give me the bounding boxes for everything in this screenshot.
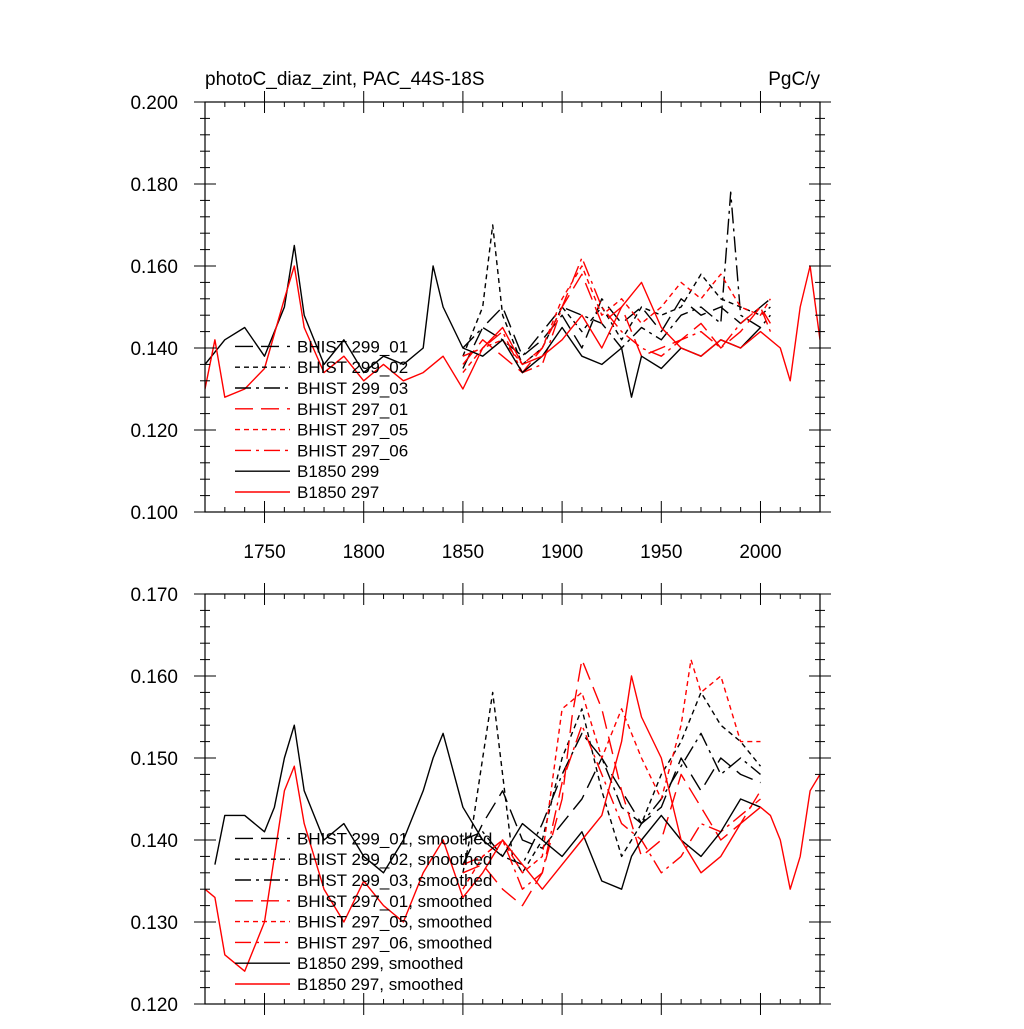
- x-tick-label: 1850: [442, 542, 484, 563]
- x-tick-label: 1950: [640, 542, 682, 563]
- x-tick-label: 2000: [739, 542, 781, 563]
- series-line-6: [462, 257, 772, 374]
- legend: BHIST 299_01, smoothed BHIST 299_02, smoo…: [235, 829, 492, 994]
- y-tick-label: 0.130: [130, 913, 178, 934]
- legend-entry: BHIST 297_05: [297, 421, 408, 440]
- x-tick-label: 1800: [343, 542, 385, 563]
- series-line-4: [462, 658, 762, 907]
- series-line-8: [205, 675, 820, 972]
- legend-entry: BHIST 297_05, smoothed: [297, 913, 492, 932]
- series-line-2: [462, 224, 771, 366]
- y-tick-label: 0.140: [130, 339, 178, 360]
- series-line-8: [205, 265, 820, 398]
- legend-entry: BHIST 299_02: [297, 358, 408, 377]
- legend-entry: BHIST 299_03: [297, 379, 408, 398]
- series-lines: [205, 658, 820, 972]
- legend-entry: BHIST 297_06, smoothed: [297, 933, 492, 952]
- y-tick-label: 0.170: [130, 585, 178, 606]
- legend-entry: BHIST 297_01, smoothed: [297, 892, 492, 911]
- y-tick-label: 0.140: [130, 831, 178, 852]
- y-tick-label: 0.150: [130, 749, 178, 770]
- y-tick-label: 0.200: [130, 93, 178, 114]
- legend-entry: B1850 299, smoothed: [297, 954, 463, 973]
- legend-entry: B1850 297: [297, 483, 379, 502]
- series-line-7: [214, 724, 761, 890]
- units-label: PgC/y: [768, 69, 820, 90]
- x-tick-label: 1750: [243, 542, 285, 563]
- series-line-5: [462, 658, 761, 890]
- legend-entry: BHIST 297_06: [297, 441, 408, 460]
- y-tick-label: 0.160: [130, 257, 178, 278]
- series-line-7: [205, 244, 762, 398]
- series-line-1: [462, 298, 771, 369]
- top-panel: photoC_diaz_zint, PAC_44S-18S PgC/y 1750 18…: [130, 69, 831, 563]
- y-tick-label: 0.120: [130, 995, 178, 1016]
- series-line-1: [462, 757, 761, 865]
- plot-frame: [204, 593, 821, 1005]
- legend-entry: BHIST 299_01, smoothed: [297, 829, 492, 848]
- series-line-3: [462, 191, 771, 357]
- legend-entry: BHIST 299_01: [297, 337, 408, 356]
- bottom-panel: 0.120 0.130 0.140 0.150 0.160 0.170 BHIST 299_…: [130, 583, 831, 1016]
- chart-title: photoC_diaz_zint, PAC_44S-18S: [205, 69, 485, 90]
- y-tick-label: 0.120: [130, 421, 178, 442]
- legend-entry: BHIST 297_01: [297, 400, 408, 419]
- series-line-6: [462, 724, 761, 890]
- x-tick-label: 1900: [541, 542, 583, 563]
- legend-entry: B1850 299: [297, 462, 379, 481]
- series-lines: [205, 191, 820, 398]
- legend-entry: BHIST 299_02, smoothed: [297, 850, 492, 869]
- series-line-5: [462, 265, 771, 374]
- series-line-2: [462, 691, 762, 874]
- series-line-3: [462, 732, 761, 866]
- y-tick-label: 0.160: [130, 667, 178, 688]
- legend: BHIST 299_01 BHIST 299_02 BHIST 299_03 BHIS…: [235, 337, 408, 502]
- y-tick-label: 0.180: [130, 175, 178, 196]
- plot-frame: [204, 101, 821, 513]
- y-tick-label: 0.100: [130, 503, 178, 524]
- legend-entry: B1850 297, smoothed: [297, 975, 463, 994]
- legend-entry: BHIST 299_03, smoothed: [297, 871, 492, 890]
